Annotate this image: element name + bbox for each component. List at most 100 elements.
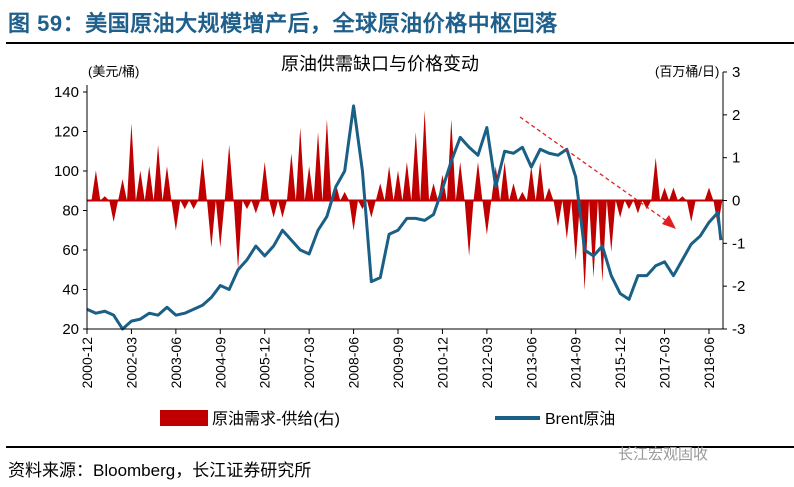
bar-spike bbox=[455, 161, 465, 201]
bar-spike bbox=[100, 196, 110, 201]
bar-spike bbox=[500, 161, 510, 201]
bar-spike bbox=[624, 200, 634, 210]
chart-title: 原油供需缺口与价格变动 bbox=[281, 54, 479, 74]
x-tick-label: 2004-09 bbox=[212, 337, 228, 389]
left-tick-label: 120 bbox=[54, 124, 79, 141]
bar-spike bbox=[224, 144, 234, 201]
bar-spike bbox=[509, 183, 518, 201]
bar-spike bbox=[402, 161, 412, 201]
bar-spike bbox=[571, 200, 581, 261]
bar-spike bbox=[651, 157, 661, 201]
x-tick-label: 2018-06 bbox=[701, 337, 717, 389]
bar-spike bbox=[304, 166, 314, 201]
bar-spike bbox=[482, 200, 492, 235]
trend-arrow-head bbox=[662, 215, 676, 229]
bar-spike bbox=[286, 153, 296, 201]
figure-title: 图 59：美国原油大规模增产后，全球原油价格中枢回落 bbox=[8, 11, 558, 36]
bar-spike bbox=[180, 200, 190, 210]
bar-spike bbox=[464, 200, 474, 257]
source-note: 资料来源：Bloomberg，长江证券研究所 bbox=[8, 461, 312, 480]
right-tick-label: 0 bbox=[732, 193, 740, 210]
bar-spike bbox=[633, 200, 643, 214]
right-tick-label: -3 bbox=[732, 321, 745, 338]
bar-spike bbox=[198, 157, 207, 201]
x-tick-label: 2007-03 bbox=[301, 337, 317, 389]
left-tick-label: 100 bbox=[54, 163, 79, 180]
bar-spike bbox=[295, 127, 305, 201]
right-tick-label: 2 bbox=[732, 107, 740, 124]
bar-spike bbox=[251, 200, 261, 214]
bar-spike bbox=[473, 161, 483, 201]
legend-label-line: Brent原油 bbox=[545, 410, 615, 428]
right-axis-unit: (百万桶/日) bbox=[655, 64, 719, 79]
bar-spike bbox=[313, 131, 323, 201]
bar-spike bbox=[553, 200, 563, 227]
x-tick-label: 2010-12 bbox=[434, 337, 450, 389]
bar-spike bbox=[171, 200, 181, 231]
x-tick-label: 2009-09 bbox=[390, 337, 406, 389]
left-axis-unit: (美元/桶) bbox=[88, 64, 139, 79]
bar-spike bbox=[535, 161, 545, 201]
bar-spike bbox=[669, 187, 678, 201]
bar-spike bbox=[518, 191, 527, 201]
bar-spike bbox=[242, 200, 252, 210]
trend-arrow bbox=[519, 116, 669, 223]
left-tick-label: 80 bbox=[62, 203, 79, 220]
x-tick-label: 2002-03 bbox=[123, 337, 139, 389]
bar-spike bbox=[589, 200, 598, 278]
bar-spike bbox=[144, 166, 154, 201]
x-tick-label: 2003-06 bbox=[168, 337, 184, 389]
bar-spike bbox=[162, 166, 172, 201]
top-rule bbox=[6, 42, 794, 44]
bar-spike bbox=[207, 200, 216, 248]
bar-spike bbox=[384, 166, 394, 201]
bar-spike bbox=[233, 200, 243, 270]
bar-spike bbox=[686, 200, 696, 222]
right-tick-label: -2 bbox=[732, 278, 745, 295]
bar-spike bbox=[615, 200, 625, 218]
bar-spike bbox=[349, 200, 358, 231]
bar-spike bbox=[269, 200, 278, 218]
right-tick-label: -1 bbox=[732, 235, 745, 252]
bar-spike bbox=[606, 200, 616, 252]
bar-spike bbox=[135, 170, 145, 201]
x-tick-label: 2000-12 bbox=[79, 337, 95, 389]
bar-spike bbox=[340, 191, 350, 201]
bar-spike bbox=[562, 200, 572, 240]
bar-spike bbox=[260, 161, 270, 201]
bar-spike bbox=[278, 200, 287, 218]
right-tick-label: 1 bbox=[732, 150, 740, 167]
watermark: 长江宏观固收 bbox=[618, 446, 709, 463]
bar-spike bbox=[322, 119, 332, 201]
bar-spike bbox=[109, 200, 119, 222]
bar-spike bbox=[189, 200, 199, 210]
bar-spike bbox=[215, 200, 225, 248]
bar-spike bbox=[420, 110, 430, 201]
bottom-rule bbox=[6, 446, 794, 448]
bar-spike bbox=[366, 200, 376, 218]
brent-line bbox=[86, 104, 723, 331]
left-tick-label: 20 bbox=[62, 321, 79, 338]
bar-spike bbox=[411, 131, 421, 201]
bar-spike bbox=[375, 183, 385, 201]
bar-spike bbox=[526, 166, 536, 201]
right-tick-label: 3 bbox=[732, 64, 740, 81]
bar-spike bbox=[642, 200, 652, 210]
bar-spike bbox=[544, 187, 554, 201]
bar-spike bbox=[393, 170, 403, 201]
x-tick-label: 2013-06 bbox=[523, 337, 539, 389]
x-tick-label: 2017-03 bbox=[657, 337, 673, 389]
bar-spike bbox=[677, 196, 687, 201]
bar-spike bbox=[429, 183, 438, 201]
bar-spike bbox=[153, 144, 163, 201]
x-tick-label: 2005-12 bbox=[257, 337, 273, 389]
x-tick-label: 2014-09 bbox=[568, 337, 584, 389]
x-tick-label: 2015-12 bbox=[612, 337, 628, 389]
left-tick-label: 60 bbox=[62, 242, 79, 259]
bar-spike bbox=[597, 200, 607, 282]
bar-spike bbox=[127, 123, 136, 201]
legend-swatch-bars bbox=[160, 410, 208, 426]
bar-spike bbox=[660, 187, 669, 201]
left-tick-label: 40 bbox=[62, 282, 79, 299]
